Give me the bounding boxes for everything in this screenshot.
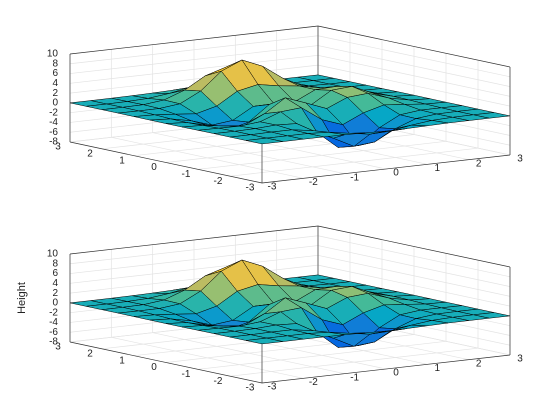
grid-line (317, 35, 511, 78)
z-tick-label: 8 (52, 58, 58, 69)
x-tick-label: -1 (350, 372, 359, 383)
grid-line (69, 45, 319, 74)
axis-line (317, 25, 511, 68)
z-tick-label: -8 (49, 337, 58, 348)
x-tick-label: -2 (309, 177, 318, 188)
y-tick-label: 0 (151, 162, 157, 173)
z-tick-label: 0 (52, 98, 58, 109)
grid-line (229, 147, 479, 177)
y-tick-label: 2 (87, 148, 93, 159)
y-tick-label: 1 (119, 355, 125, 366)
y-tick-label: -3 (246, 183, 255, 194)
x-tick-label: 3 (517, 154, 523, 165)
grid-line (197, 340, 447, 370)
y-tick-label: 3 (55, 342, 61, 353)
z-tick-label: 2 (52, 288, 58, 299)
z-tick-label: 6 (52, 268, 58, 279)
grid-line (317, 235, 511, 278)
z-tick-label: 0 (52, 298, 58, 309)
grid-line (69, 35, 319, 65)
grid-line (69, 245, 319, 274)
axis-line (69, 25, 319, 55)
surface-facet (245, 137, 283, 145)
z-tick-label: -6 (49, 327, 58, 338)
x-tick-label: 2 (476, 358, 482, 369)
grid-line (229, 347, 479, 377)
grid-line (69, 254, 319, 284)
grid-line (69, 235, 319, 265)
z-tick-label: 8 (52, 258, 58, 269)
z-tick-label: -6 (49, 127, 58, 138)
grid-line (317, 245, 511, 287)
grid-line (197, 140, 447, 170)
x-tick-label: 3 (517, 354, 523, 365)
z-tick-label: 10 (47, 249, 59, 260)
x-tick-label: 1 (435, 363, 441, 374)
z-tick-label: 10 (47, 49, 59, 60)
x-tick-label: -2 (309, 377, 318, 388)
x-tick-label: -1 (350, 172, 359, 183)
x-tick-label: -3 (268, 382, 277, 393)
axis-line (69, 141, 263, 184)
y-tick-label: -3 (246, 383, 255, 394)
y-tick-label: 2 (87, 348, 93, 359)
z-tick-label: 6 (52, 68, 58, 79)
y-tick-label: 0 (151, 362, 157, 373)
axis-line (261, 354, 511, 384)
y-tick-label: 3 (55, 142, 61, 153)
z-tick-label: -2 (49, 107, 58, 118)
z-tick-label: 2 (52, 88, 58, 99)
grid-line (69, 64, 319, 94)
y-tick-label: -2 (214, 376, 223, 387)
z-tick-label: 4 (52, 78, 58, 89)
z-tick-label: -4 (49, 117, 58, 128)
grid-line (317, 45, 511, 87)
y-tick-label: 1 (119, 155, 125, 166)
z-tick-label: -2 (49, 307, 58, 318)
axis-line (69, 225, 319, 255)
axis-line (317, 225, 511, 268)
y-tick-label: -1 (182, 169, 191, 180)
grid-line (317, 54, 511, 97)
axis-line (261, 154, 511, 184)
surface-facet (245, 337, 283, 345)
grid-line (317, 64, 511, 107)
z-tick-label: -8 (49, 137, 58, 148)
y-tick-label: -1 (182, 369, 191, 380)
y-tick-label: -2 (214, 176, 223, 187)
x-tick-label: 1 (435, 163, 441, 174)
z-axis-label: Height (16, 282, 28, 314)
grid-line (317, 264, 511, 307)
x-tick-label: -3 (268, 182, 277, 193)
grid-line (69, 54, 319, 84)
grid-line (69, 264, 319, 294)
grid-line (317, 254, 511, 297)
x-tick-label: 0 (393, 368, 399, 379)
z-tick-label: 4 (52, 278, 58, 289)
x-tick-label: 0 (393, 168, 399, 179)
axis-line (69, 341, 263, 384)
x-tick-label: 2 (476, 158, 482, 169)
z-tick-label: -4 (49, 317, 58, 328)
